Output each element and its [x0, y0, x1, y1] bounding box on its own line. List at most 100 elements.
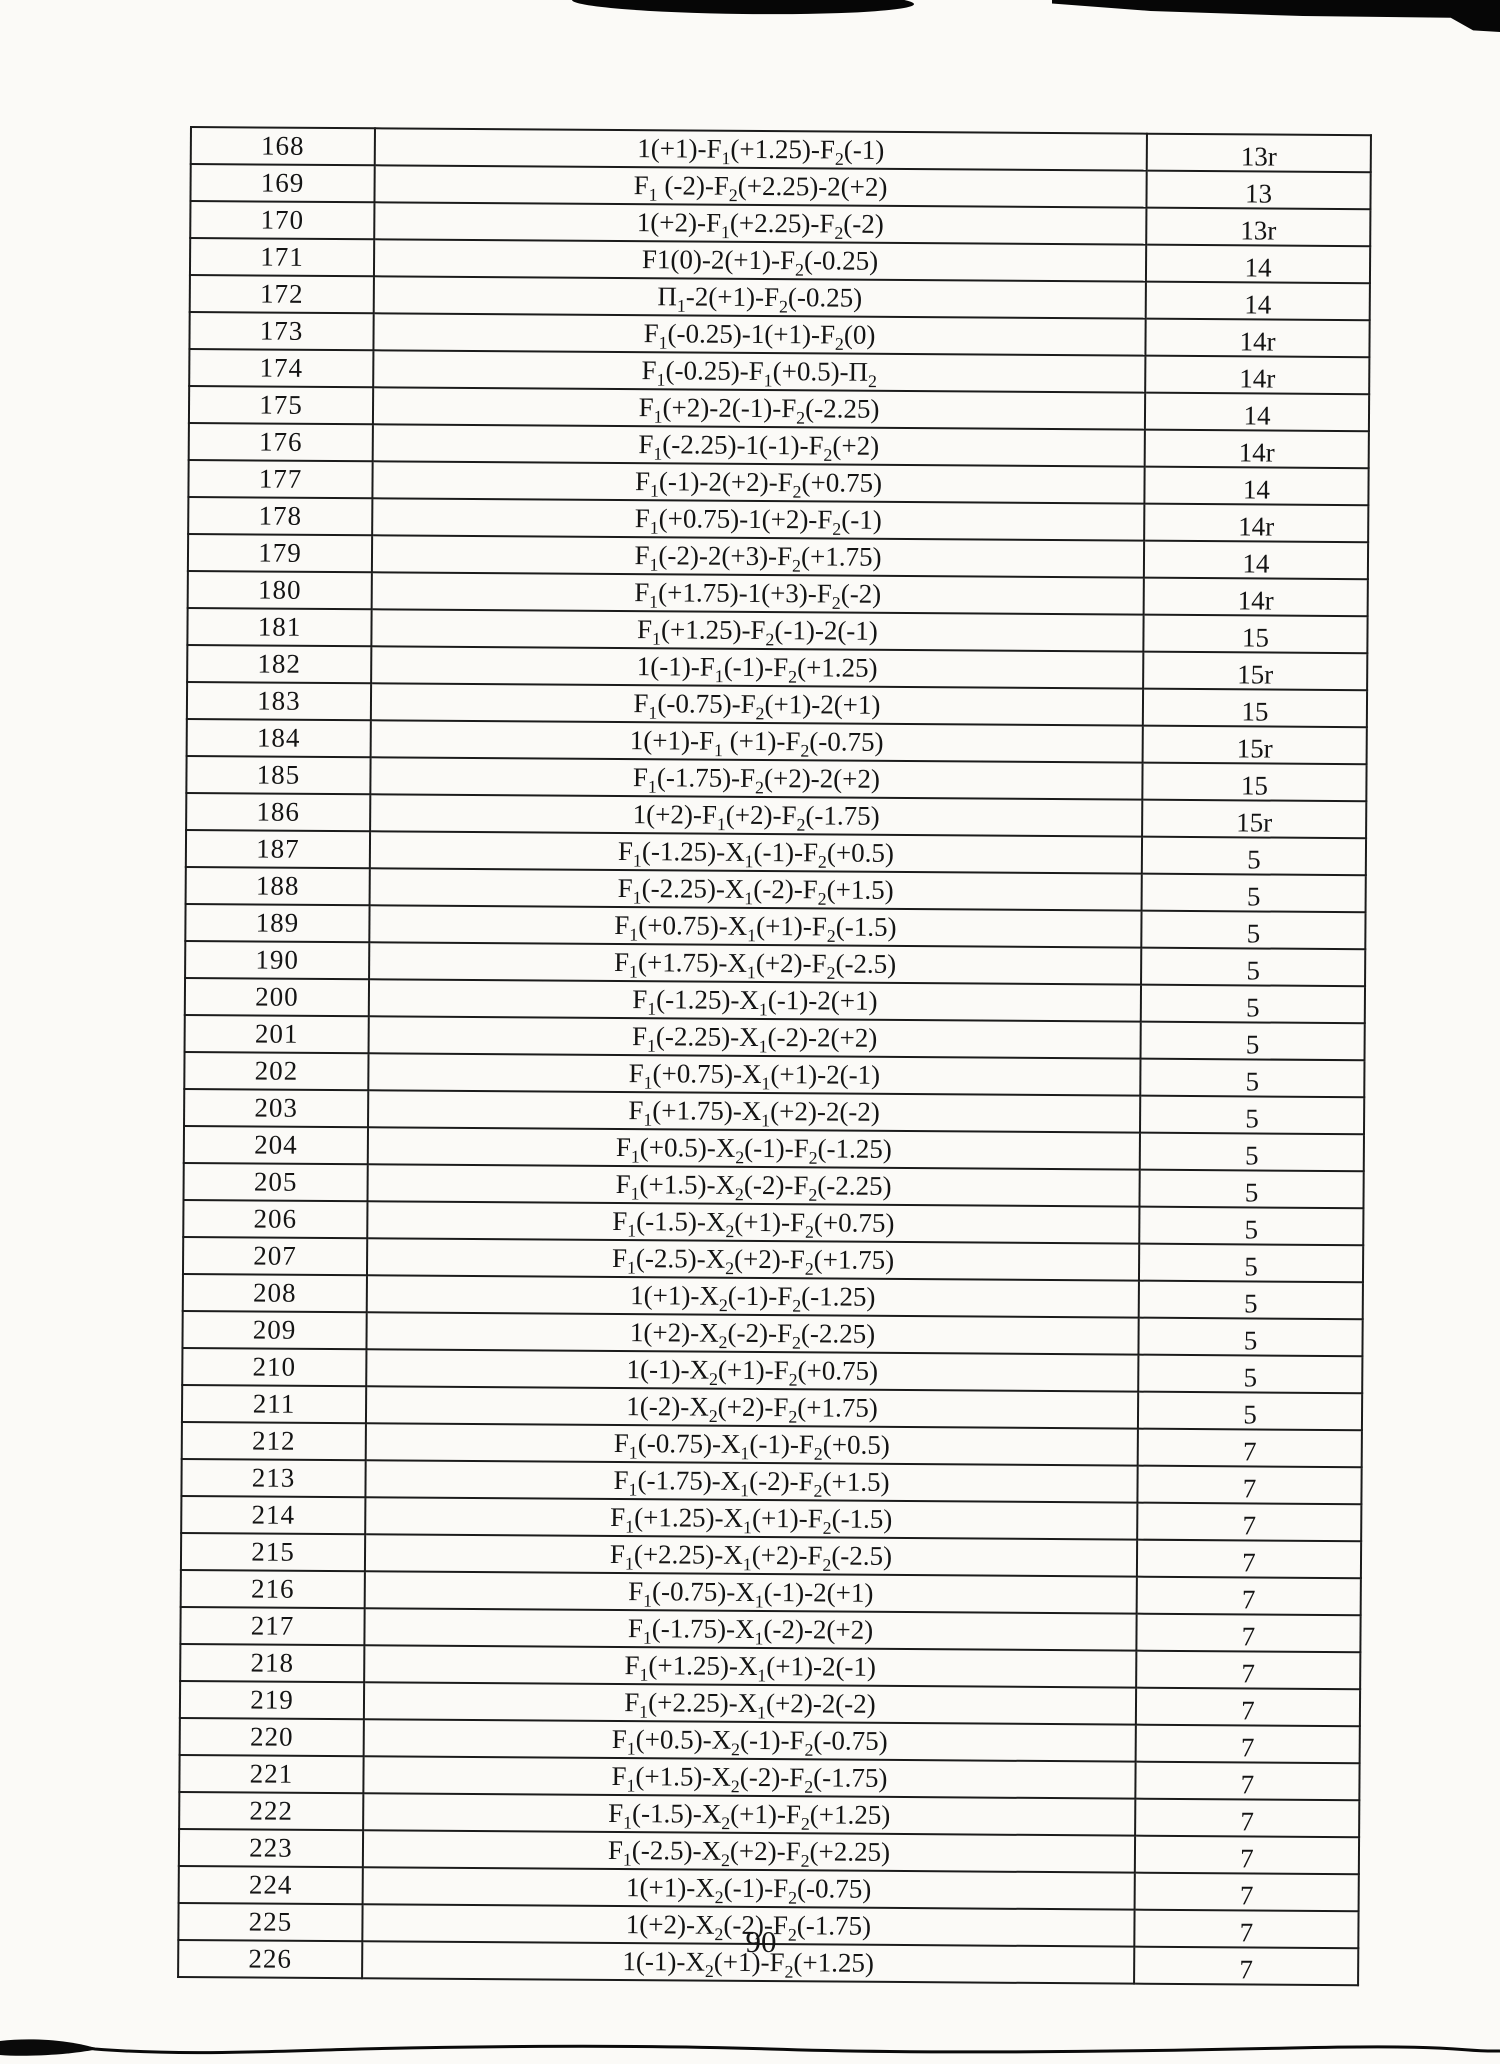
design-id-cell: 7 [1136, 1650, 1361, 1690]
treatment-combination-cell: F1(+1.75)-X1(+2)-F2(-2.5) [369, 942, 1142, 985]
treatment-combination-cell: Π1-2(+1)-F2(-0.25) [373, 276, 1146, 319]
run-number-cell: 205 [183, 1162, 368, 1202]
run-number-cell: 224 [178, 1865, 363, 1905]
design-id-cell: 15r [1142, 725, 1367, 765]
treatment-combination-cell: F1(+2)-2(-1)-F2(-2.25) [372, 387, 1146, 430]
run-number-cell: 173 [189, 312, 374, 351]
treatment-combination-cell: F1(-2.25)-X1(-2)-2(+2) [368, 1016, 1141, 1059]
run-number-cell: 175 [188, 386, 374, 425]
treatment-combination-cell: F1(+0.75)-X1(+1)-2(-1) [368, 1053, 1141, 1096]
design-id-cell: 7 [1134, 1872, 1359, 1912]
scan-edge-line [0, 2039, 1500, 2056]
run-number-cell: 216 [180, 1569, 365, 1609]
treatment-combination-cell: F1(+1.75)-X1(+2)-2(-2) [368, 1090, 1141, 1133]
treatment-combination-cell: F1(-2)-2(+3)-F2(+1.75) [371, 535, 1145, 578]
design-id-cell: 7 [1135, 1761, 1360, 1801]
design-runs-table: 168 1(+1)-F1(+1.25)-F2(-1) 13r 169 F1 (-2)-F… [177, 126, 1372, 1986]
treatment-combination-cell: F1(-2.25)-X1(-2)-F2(+1.5) [369, 868, 1142, 911]
run-number-cell: 206 [183, 1199, 368, 1239]
run-number-cell: 209 [182, 1310, 367, 1350]
design-id-cell: 7 [1137, 1465, 1362, 1505]
design-id-cell: 7 [1135, 1724, 1360, 1764]
design-id-cell: 5 [1140, 1021, 1365, 1061]
treatment-combination-cell: F1(-0.75)-X1(-1)-F2(+0.5) [365, 1423, 1138, 1466]
design-id-cell: 5 [1139, 1206, 1364, 1246]
run-number-cell: 169 [190, 164, 375, 203]
treatment-combination-cell: F1(+1.25)-X1(+1)-F2(-1.5) [365, 1497, 1138, 1540]
run-number-cell: 212 [181, 1421, 366, 1461]
design-id-cell: 13r [1146, 133, 1371, 173]
design-id-cell: 5 [1141, 910, 1366, 950]
design-id-cell: 15 [1142, 688, 1368, 728]
treatment-combination-cell: 1(+2)-F1(+2)-F2(-1.75) [370, 794, 1143, 837]
design-id-cell: 15r [1142, 799, 1367, 839]
treatment-combination-cell: 1(-2)-X2(+2)-F2(+1.75) [365, 1386, 1139, 1429]
scan-ink-smudge [1052, 0, 1500, 32]
run-number-cell: 201 [184, 1014, 369, 1054]
design-id-cell: 7 [1136, 1576, 1361, 1616]
treatment-combination-cell: F1 (-2)-F2(+2.25)-2(+2) [374, 165, 1147, 208]
run-number-cell: 186 [186, 792, 371, 832]
design-id-cell: 5 [1139, 1169, 1364, 1209]
treatment-combination-cell: F1(-1)-2(+2)-F2(+0.75) [372, 461, 1145, 504]
design-id-cell: 14r [1145, 355, 1370, 395]
design-id-cell: 7 [1136, 1539, 1362, 1579]
run-number-cell: 217 [180, 1606, 365, 1646]
run-number-cell: 215 [180, 1532, 366, 1572]
treatment-combination-cell: F1(+1.5)-X2(-2)-F2(-1.75) [363, 1756, 1136, 1799]
run-number-cell: 181 [187, 607, 372, 647]
scan-ink-smudge [571, 0, 915, 17]
treatment-combination-cell: F1(0)-2(+1)-F2(-0.25) [373, 239, 1147, 282]
design-id-cell: 7 [1137, 1502, 1362, 1542]
run-number-cell: 202 [184, 1051, 369, 1091]
treatment-combination-cell: F1(-0.25)-1(+1)-F2(0) [373, 313, 1146, 356]
design-id-cell: 14 [1144, 392, 1370, 432]
treatment-combination-cell: F1(+0.5)-X2(-1)-F2(-0.75) [363, 1719, 1136, 1762]
design-id-cell: 7 [1137, 1428, 1362, 1468]
treatment-combination-cell: 1(+1)-F1 (+1)-F2(-0.75) [370, 720, 1143, 763]
run-number-cell: 204 [183, 1125, 369, 1165]
run-number-cell: 185 [186, 755, 371, 795]
treatment-combination-cell: F1(+1.25)-X1(+1)-2(-1) [364, 1645, 1137, 1688]
run-number-cell: 207 [182, 1236, 368, 1276]
run-number-cell: 218 [180, 1643, 365, 1683]
run-number-cell: 178 [188, 496, 373, 536]
run-number-cell: 214 [181, 1495, 366, 1535]
treatment-combination-cell: 1(+1)-F1(+1.25)-F2(-1) [374, 128, 1147, 171]
treatment-combination-cell: F1(-2.5)-X2(+2)-F2(+1.75) [366, 1238, 1140, 1281]
treatment-combination-cell: F1(-1.5)-X2(+1)-F2(+1.25) [363, 1793, 1136, 1836]
run-number-cell: 222 [179, 1791, 364, 1831]
run-number-cell: 177 [188, 459, 373, 499]
design-id-cell: 5 [1138, 1280, 1363, 1320]
run-number-cell: 188 [185, 866, 370, 906]
design-id-cell: 13 [1146, 170, 1371, 210]
treatment-combination-cell: F1(-0.75)-X1(-1)-2(+1) [364, 1571, 1137, 1614]
run-number-cell: 183 [186, 681, 372, 721]
run-number-cell: 221 [179, 1754, 364, 1794]
treatment-combination-cell: F1(-2.25)-1(-1)-F2(+2) [372, 424, 1145, 467]
design-id-cell: 7 [1134, 1835, 1360, 1875]
design-id-cell: 5 [1141, 947, 1366, 987]
treatment-combination-cell: F1(-2.5)-X2(+2)-F2(+2.25) [362, 1830, 1136, 1873]
treatment-combination-cell: F1(-0.75)-F2(+1)-2(+1) [370, 683, 1144, 726]
treatment-combination-cell: 1(-1)-X2(+1)-F2(+0.75) [366, 1349, 1139, 1392]
design-id-cell: 14 [1143, 540, 1369, 580]
run-number-cell: 172 [189, 275, 374, 314]
treatment-combination-cell: F1(+0.75)-X1(+1)-F2(-1.5) [369, 905, 1142, 948]
design-id-cell: 14r [1145, 318, 1370, 358]
treatment-combination-cell: F1(+0.5)-X2(-1)-F2(-1.25) [367, 1127, 1140, 1170]
treatment-combination-cell: 1(-1)-F1(-1)-F2(+1.25) [371, 646, 1144, 689]
run-number-cell: 184 [186, 718, 371, 758]
run-number-cell: 170 [190, 201, 375, 240]
run-number-cell: 223 [178, 1828, 364, 1868]
run-number-cell: 171 [189, 238, 375, 277]
design-id-cell: 7 [1136, 1613, 1361, 1653]
treatment-combination-cell: 1(+2)-F1(+2.25)-F2(-2) [374, 202, 1147, 245]
design-id-cell: 5 [1138, 1354, 1363, 1394]
design-id-cell: 14r [1144, 503, 1369, 543]
treatment-combination-cell: F1(-1.75)-X1(-2)-F2(+1.5) [365, 1460, 1138, 1503]
run-number-cell: 179 [187, 533, 373, 573]
design-id-cell: 7 [1135, 1798, 1360, 1838]
design-id-cell: 5 [1140, 1058, 1365, 1098]
